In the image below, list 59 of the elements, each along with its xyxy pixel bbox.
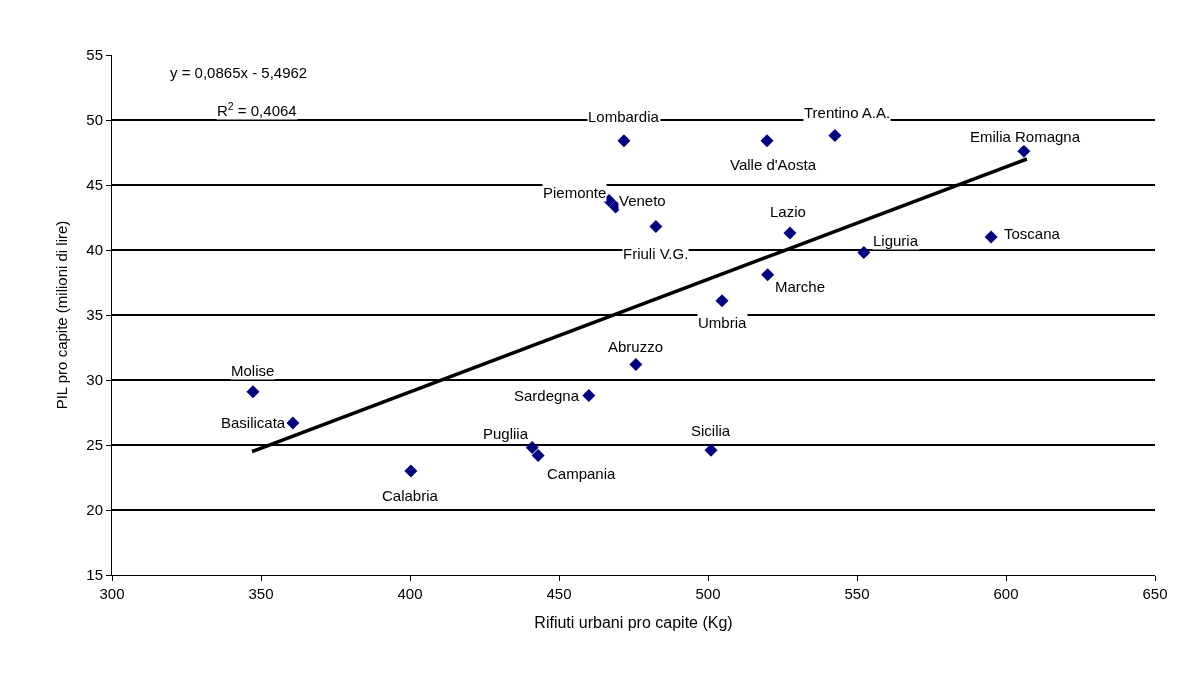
annotation: Abruzzo [608,338,664,355]
annotation: y = 0,0865x - 5,4962 [170,64,308,81]
point [531,448,545,462]
point [984,230,998,244]
x-tick-label: 450 [546,585,572,602]
x-tick-label: 600 [993,585,1019,602]
point [760,134,774,148]
annotation: R$^{2}$ = 0,4064 [217,100,297,120]
point [649,220,663,234]
annotation: Pugliia [483,425,529,442]
x-tick-label: 500 [695,585,721,602]
point [404,464,418,478]
point [783,226,797,240]
point [629,357,643,371]
annotation: Toscana [1004,225,1061,242]
annotation: Lazio [770,203,806,220]
annotation: Friuli V.G. [623,245,689,262]
point [525,441,539,455]
annotation: Liguria [873,232,919,249]
annotation: Sicilia [691,422,731,439]
y-tick-label: 25 [86,436,103,454]
annotation: Marche [775,278,826,295]
annotation: Campania [547,465,617,482]
y-axis-title: PIL pro capite (milioni di lire) [52,220,70,410]
annotation: Emilia Romagna [970,128,1081,145]
point [246,385,260,399]
y-tick-label: 35 [86,306,103,324]
annotation: Veneto [619,192,666,209]
x-tick-label: 550 [844,585,870,602]
annotation: Lombardia [588,108,660,125]
point [715,294,729,308]
x-tick-label: 350 [248,585,274,602]
y-tick-label: 20 [86,501,103,519]
x-tick-label: 400 [397,585,423,602]
annotation: Sardegna [514,387,580,404]
point [617,134,631,148]
annotation: Molise [231,362,275,379]
annotation: Basilicata [221,414,286,431]
y-tick-label: 45 [86,176,103,194]
annotation: Trentino A.A. [804,104,891,121]
annotation: Piemonte [543,184,607,201]
point [857,246,871,260]
y-tick-label: 15 [86,566,103,584]
x-tick-label: 650 [1142,585,1168,602]
point [582,389,596,403]
point [761,268,775,282]
point [828,129,842,143]
annotation: Valle d'Aosta [730,156,817,173]
y-tick-label: 50 [86,111,103,129]
x-tick-label: 300 [99,585,125,602]
annotation: Umbria [698,314,747,331]
y-tick-label: 40 [86,241,103,259]
x-axis-title: Rifiuti urbani pro capite (Kg) [534,613,733,631]
point [1017,144,1031,158]
y-tick-label: 55 [86,46,103,64]
point [704,443,718,457]
y-tick-label: 30 [86,371,103,389]
point [286,416,300,430]
annotation: Calabria [382,487,439,504]
